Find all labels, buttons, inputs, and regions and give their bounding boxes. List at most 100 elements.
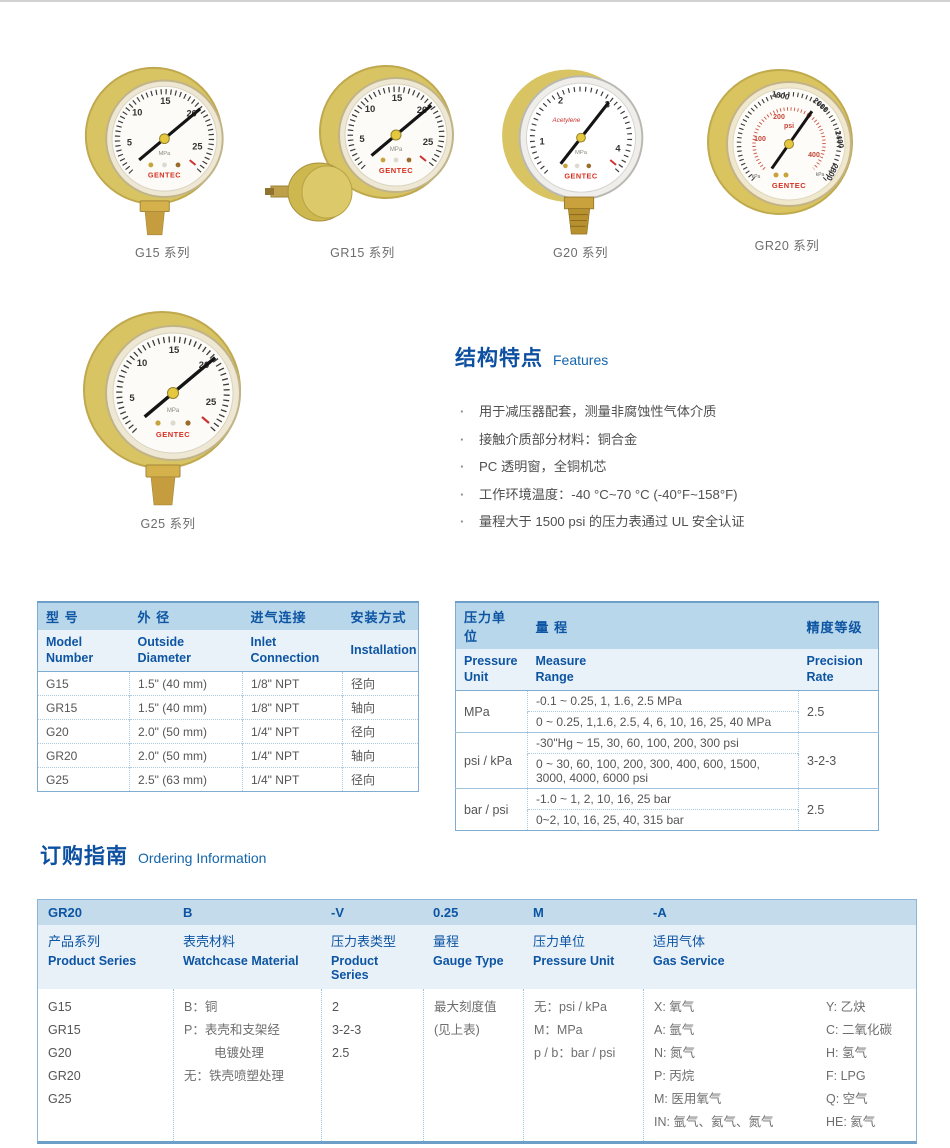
list-item: B：铜 [184, 1000, 218, 1014]
figure-caption: GR20 系列 [754, 239, 820, 253]
features-title-zh: 结构特点 [455, 347, 543, 370]
col-header: Product Series [48, 954, 137, 968]
gas-service-options: X: 氧气 A: 氩气 N: 氮气 P: 丙烷 M: 医用氧气 IN: 氩气、氦… [643, 989, 916, 1141]
spec-table: 型 号 外 径 进气连接 安装方式 Model Number Outside D… [37, 601, 419, 793]
table-row: psi / kPa -30"Hg ~ 15, 30, 60, 100, 200,… [455, 732, 879, 789]
features-list: 用于减压器配套，测量非腐蚀性气体介质 接触介质部分材料：铜合金 PC 透明窗，全… [455, 398, 915, 536]
cell: 2.5 [798, 788, 879, 831]
col-header: 压力单位 [455, 602, 528, 649]
dial-number: 25 [423, 137, 434, 148]
cell: GR20 [37, 743, 130, 768]
cell: 2.5" (63 mm) [129, 767, 243, 792]
cell: 3-2-3 [798, 732, 879, 789]
table-row: MPa -0.1 ~ 0.25, 1, 1.6, 2.5 MPa 2.5 [456, 690, 879, 719]
product-figure-gr20: 1600 2000 2400 2800 100 200 400 psi kPa … [692, 58, 882, 254]
cell: 0~2, 10, 16, 25, 40, 315 bar [527, 809, 799, 831]
dial-unit: kPa [816, 172, 825, 178]
dial-dot [175, 162, 181, 168]
range-options: 最大刻度值 (见上表) [423, 989, 523, 1141]
gauge-image-gr20: 1600 2000 2400 2800 100 200 400 psi kPa … [707, 69, 853, 215]
ordering-en-row: Product Series Watchcase Material Produc… [38, 952, 916, 989]
list-item: 3-2-3 [332, 1023, 362, 1037]
range-header-en: Pressure Unit Measure Range Precision Ra… [455, 649, 879, 692]
spec-header-zh: 型 号 外 径 进气连接 安装方式 [37, 602, 419, 630]
spec-header-en: Model Number Outside Diameter Inlet Conn… [37, 630, 419, 673]
list-item: HE: 氦气 [826, 1115, 876, 1129]
ordering-body: G15 GR15 G20 GR20 G25 B：铜 P：表壳和支架经 电镀处理 … [38, 989, 916, 1141]
brand-text: GENTEC [148, 171, 181, 180]
feature-item: PC 透明窗，全铜机芯 [455, 453, 915, 481]
cell: 径向 [342, 719, 419, 744]
dial-number: 2400 [833, 130, 846, 150]
cell: psi / kPa [455, 732, 528, 789]
list-item: 无：psi / kPa [534, 1000, 607, 1014]
gas-list-left: X: 氧气 A: 氩气 N: 氮气 P: 丙烷 M: 医用氧气 IN: 氩气、氦… [654, 996, 826, 1134]
cell: 1/4" NPT [242, 743, 343, 768]
col-header: 外 径 [129, 602, 243, 630]
col-header: Model Number [37, 630, 130, 673]
cell: -30"Hg ~ 15, 30, 60, 100, 200, 300 psi [527, 732, 799, 754]
features-section: 结构特点 Features 用于减压器配套，测量非腐蚀性气体介质 接触介质部分材… [455, 342, 915, 536]
feature-item: 接触介质部分材料：铜合金 [455, 426, 915, 454]
needle [559, 101, 610, 165]
table-row: GR15 1.5" (40 mm) 1/8" NPT 轴向 [37, 695, 419, 720]
table-row: G20 2.0" (50 mm) 1/4" NPT 径向 [37, 719, 419, 744]
ordering-table: GR20 B -V 0.25 M -A 产品系列 表壳材料 压力表类型 量程 压… [37, 899, 917, 1144]
cell: G15 [37, 671, 130, 696]
needle-hub [159, 133, 170, 145]
code-cell: -A [653, 905, 667, 920]
dial-number: 200 [773, 114, 785, 121]
dial-number: 25 [192, 141, 202, 151]
cell: G20 [37, 719, 130, 744]
dial-dot [185, 420, 191, 426]
dial-dot [170, 420, 176, 426]
ordering-title-zh: 订购指南 [40, 845, 128, 868]
dial-dot [393, 157, 399, 163]
list-item: M: 医用氧气 [654, 1092, 722, 1106]
cell: 1/8" NPT [242, 671, 343, 696]
list-item: N: 氮气 [654, 1046, 695, 1060]
dial-unit: kPa [752, 174, 761, 180]
cell: 2.5 [807, 704, 825, 719]
dial-dot [574, 163, 580, 169]
needle [370, 104, 433, 157]
product-figure-g15: 5 10 15 20 25 MPa GENTEC G15 系列 [80, 55, 245, 261]
cell: 1/4" NPT [242, 719, 343, 744]
range-table: 压力单位 量 程 精度等级 Pressure Unit Measure Rang… [455, 601, 879, 832]
cell: 轴向 [342, 695, 419, 720]
code-cell: 0.25 [433, 905, 459, 920]
cell: 径向 [342, 671, 419, 696]
code-cell: -V [331, 905, 344, 920]
product-figure-g25: 5 10 15 20 25 MPa GENTEC G25 系列 [78, 298, 258, 532]
col-header: Product Series [331, 954, 379, 982]
dial-number: 10 [132, 107, 142, 117]
ordering-code-row: GR20 B -V 0.25 M -A [38, 900, 916, 925]
list-item: H: 氢气 [826, 1046, 867, 1060]
list-item: IN: 氩气、氦气、氮气 [654, 1115, 774, 1129]
gauge-image-gr15: 5 10 15 20 25 MPa GENTEC [265, 65, 454, 222]
cell: 0 ~ 30, 60, 100, 200, 300, 400, 600, 150… [527, 753, 799, 789]
figure-caption: GR15 系列 [330, 246, 395, 260]
gauge-image-g25: 5 10 15 20 25 MPa GENTEC [83, 311, 241, 506]
dial-number: 15 [160, 96, 170, 106]
cell: 0 ~ 0.25, 1,1.6, 2.5, 4, 6, 10, 16, 25, … [527, 711, 799, 733]
cell: 1/4" NPT [242, 767, 343, 792]
col-header: Gauge Type [433, 954, 504, 968]
list-item: 2.5 [332, 1046, 350, 1060]
gas-label: Acetylene [551, 117, 580, 124]
col-header: 型 号 [37, 602, 130, 630]
series-options: G15 GR15 G20 GR20 G25 [38, 989, 173, 1141]
dial-dot [406, 157, 412, 163]
list-item: 无：铁壳喷塑处理 [184, 1069, 285, 1083]
dial-number: 15 [169, 345, 180, 356]
cell: -1.0 ~ 1, 2, 10, 16, 25 bar [527, 788, 799, 810]
table-row: G25 2.5" (63 mm) 1/4" NPT 径向 [37, 767, 419, 792]
list-item: 最大刻度值 [434, 1000, 497, 1014]
dial-dot [783, 172, 789, 178]
cell: bar / psi [455, 788, 528, 831]
col-header: 适用气体 [653, 934, 706, 949]
figure-caption: G15 系列 [134, 246, 191, 260]
cell: 1.5" (40 mm) [129, 695, 243, 720]
dial-number: 400 [808, 152, 820, 159]
